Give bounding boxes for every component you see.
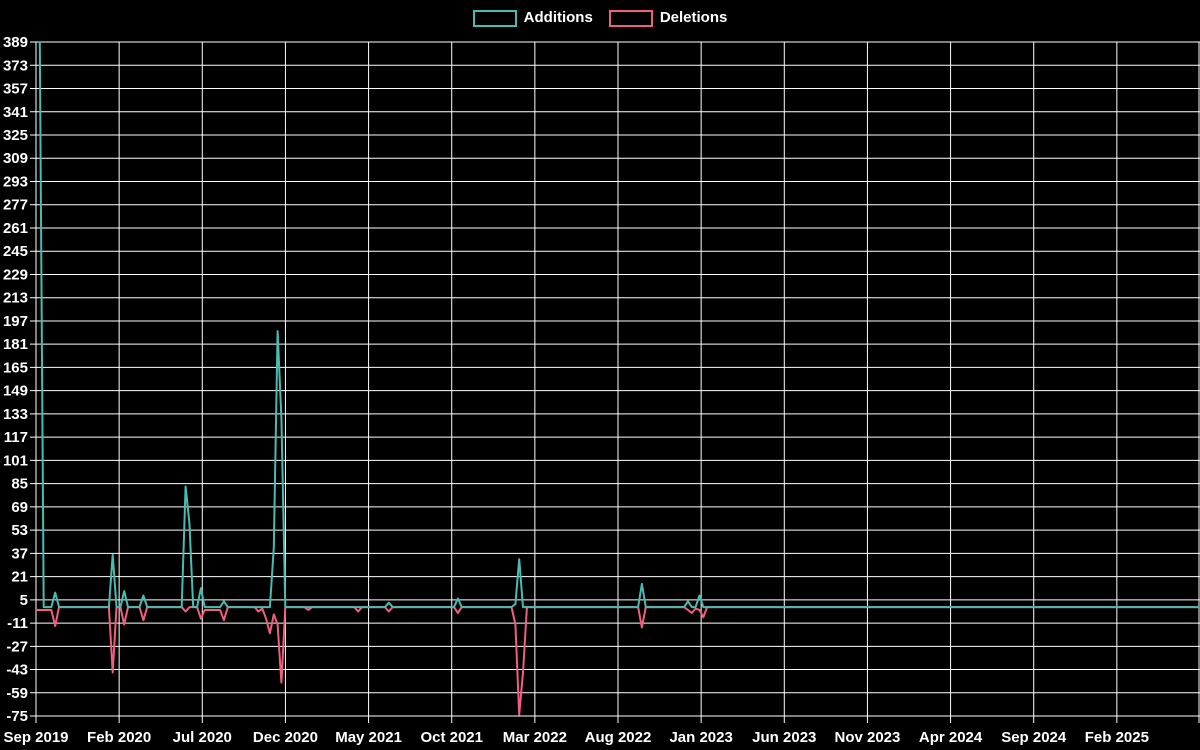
additions-line <box>38 41 1199 609</box>
y-tick-label: 21 <box>11 569 28 586</box>
y-tick-label: 229 <box>3 266 28 283</box>
y-tick-label: 213 <box>3 290 28 307</box>
legend-label-additions: Additions <box>523 9 593 26</box>
y-tick-label: -43 <box>6 662 28 679</box>
x-tick-label: Feb 2020 <box>87 729 151 746</box>
chart-legend: Additions Deletions <box>0 8 1200 28</box>
y-tick-label: 261 <box>3 220 28 237</box>
x-tick-label: Sep 2024 <box>1001 729 1067 746</box>
x-tick-label: Sep 2019 <box>3 729 68 746</box>
y-tick-label: 165 <box>3 359 28 376</box>
x-tick-label: Apr 2024 <box>919 729 983 746</box>
y-tick-label: 373 <box>3 57 28 74</box>
legend-swatch-deletions <box>608 9 653 27</box>
y-tick-label: 277 <box>3 197 28 214</box>
x-tick-label: Mar 2022 <box>503 729 567 746</box>
y-tick-label: 133 <box>3 406 28 423</box>
y-tick-label: 117 <box>4 429 28 446</box>
y-tick-label: 309 <box>3 150 28 167</box>
x-tick-label: Aug 2022 <box>585 729 652 746</box>
y-tick-label: 85 <box>11 476 28 493</box>
x-tick-label: Feb 2025 <box>1085 729 1149 746</box>
x-tick-label: May 2021 <box>335 729 402 746</box>
y-tick-label: 181 <box>3 336 28 353</box>
y-tick-label: 341 <box>3 104 28 121</box>
x-tick-label: Oct 2021 <box>420 729 483 746</box>
y-tick-label: -59 <box>6 685 28 702</box>
y-tick-label: 245 <box>3 243 28 260</box>
x-tick-label: Nov 2023 <box>834 729 900 746</box>
y-tick-label: 5 <box>20 592 28 609</box>
y-tick-label: 53 <box>11 522 28 539</box>
y-tick-label: -75 <box>6 708 28 725</box>
y-tick-label: -11 <box>7 615 28 632</box>
y-tick-label: 69 <box>11 499 28 516</box>
legend-item-deletions[interactable]: Deletions <box>608 8 728 28</box>
legend-item-additions[interactable]: Additions <box>472 8 593 28</box>
y-tick-label: 357 <box>3 81 28 98</box>
y-tick-label: 37 <box>11 545 28 562</box>
y-tick-label: 293 <box>3 173 28 190</box>
x-tick-label: Dec 2020 <box>253 729 318 746</box>
x-tick-label: Jul 2020 <box>173 729 232 746</box>
legend-swatch-additions <box>472 9 517 27</box>
y-tick-label: 325 <box>3 127 28 144</box>
y-tick-label: 389 <box>3 34 28 51</box>
x-tick-label: Jan 2023 <box>669 729 732 746</box>
y-tick-label: -27 <box>6 638 28 655</box>
x-tick-label: Jun 2023 <box>752 729 816 746</box>
y-tick-label: 149 <box>3 383 28 400</box>
y-tick-label: 101 <box>3 452 28 469</box>
legend-label-deletions: Deletions <box>659 9 728 26</box>
y-tick-label: 197 <box>3 313 28 330</box>
